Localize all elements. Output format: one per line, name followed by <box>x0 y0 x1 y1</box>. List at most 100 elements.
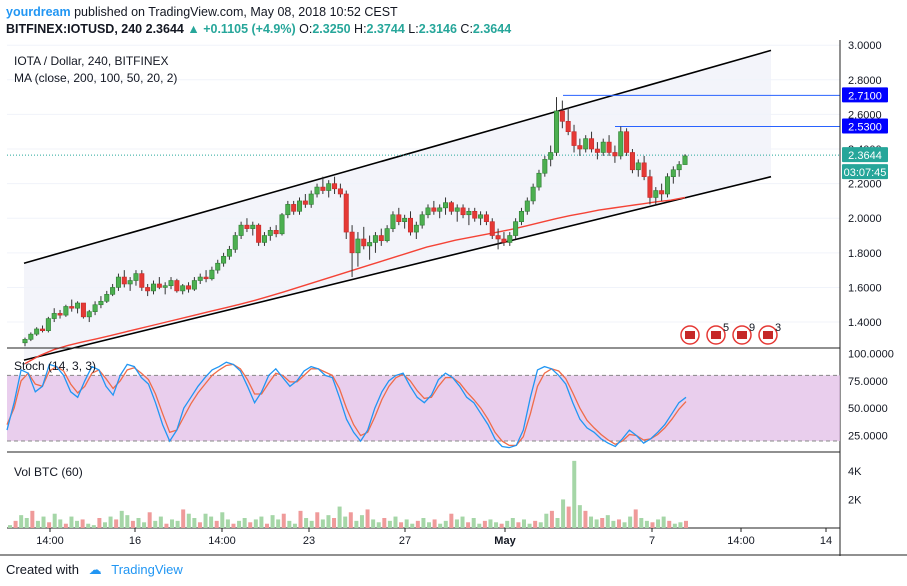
candle-body[interactable] <box>682 155 688 165</box>
volume-bar[interactable] <box>488 519 493 528</box>
volume-bar[interactable] <box>52 513 57 528</box>
candle-body[interactable] <box>221 255 227 264</box>
volume-bar[interactable] <box>594 519 599 528</box>
candle-body[interactable] <box>554 110 560 153</box>
volume-bar[interactable] <box>47 522 52 528</box>
volume-bar[interactable] <box>237 520 242 528</box>
volume-bar[interactable] <box>482 520 487 528</box>
candle-body[interactable] <box>437 207 443 212</box>
volume-bar[interactable] <box>259 516 264 528</box>
volume-bar[interactable] <box>415 520 420 528</box>
volume-bar[interactable] <box>220 512 225 528</box>
candle-body[interactable] <box>466 211 472 216</box>
candle-body[interactable] <box>127 280 133 285</box>
candle-body[interactable] <box>571 131 577 146</box>
volume-bar[interactable] <box>19 515 24 528</box>
volume-bar[interactable] <box>577 505 582 528</box>
candle-body[interactable] <box>215 262 221 271</box>
volume-bar[interactable] <box>343 516 348 528</box>
candle-body[interactable] <box>413 224 419 233</box>
candle-body[interactable] <box>530 186 536 202</box>
volume-bar[interactable] <box>678 522 683 528</box>
volume-bar[interactable] <box>209 516 214 528</box>
candle-body[interactable] <box>256 224 262 243</box>
candle-body[interactable] <box>326 183 332 191</box>
candle-body[interactable] <box>69 306 75 309</box>
volume-bar[interactable] <box>130 520 135 528</box>
stoch-k-line[interactable] <box>6 361 687 449</box>
volume-bar[interactable] <box>197 522 202 528</box>
candle-body[interactable] <box>443 202 449 209</box>
candle-body[interactable] <box>565 121 571 133</box>
candle-body[interactable] <box>594 148 600 153</box>
volume-bar[interactable] <box>203 513 208 528</box>
author-link[interactable]: yourdream <box>6 5 71 19</box>
candle-body[interactable] <box>238 224 244 236</box>
tradingview-cloud-icon[interactable]: ☁ <box>88 562 102 577</box>
candle-body[interactable] <box>273 230 279 235</box>
volume-bar[interactable] <box>69 516 74 528</box>
volume-bar[interactable] <box>158 516 163 528</box>
volume-bar[interactable] <box>622 522 627 528</box>
candle-body[interactable] <box>524 200 530 212</box>
stoch-d-line[interactable] <box>6 363 687 447</box>
chart-area[interactable]: IOTA / Dollar, 240, BITFINEX MA (close, 2… <box>0 40 907 556</box>
volume-bar[interactable] <box>147 512 152 528</box>
volume-bar[interactable] <box>427 522 432 528</box>
price-tag[interactable] <box>842 87 888 103</box>
candle-body[interactable] <box>63 306 69 316</box>
candle-body[interactable] <box>676 164 682 171</box>
volume-bar[interactable] <box>80 519 85 528</box>
volume-bar[interactable] <box>382 518 387 528</box>
volume-bar[interactable] <box>466 522 471 528</box>
volume-bar[interactable] <box>561 499 566 528</box>
volume-bar[interactable] <box>248 522 253 528</box>
candle-body[interactable] <box>302 200 308 205</box>
volume-bar[interactable] <box>600 518 605 528</box>
candle-body[interactable] <box>57 313 63 316</box>
candle-body[interactable] <box>80 302 86 318</box>
candle-body[interactable] <box>384 228 390 242</box>
candle-body[interactable] <box>600 141 606 153</box>
volume-bar[interactable] <box>421 518 426 528</box>
volume-bar[interactable] <box>13 520 18 528</box>
candle-body[interactable] <box>419 214 425 226</box>
candle-body[interactable] <box>367 242 373 247</box>
volume-bar[interactable] <box>97 518 102 528</box>
candle-body[interactable] <box>653 190 659 198</box>
candle-body[interactable] <box>589 138 595 150</box>
volume-bar[interactable] <box>35 520 40 528</box>
candle-body[interactable] <box>320 186 326 191</box>
volume-bar[interactable] <box>510 518 515 528</box>
candle-body[interactable] <box>203 276 209 280</box>
volume-bar[interactable] <box>75 520 80 528</box>
volume-bar[interactable] <box>276 519 281 528</box>
volume-bar[interactable] <box>516 522 521 528</box>
volume-bar[interactable] <box>667 520 672 528</box>
volume-bar[interactable] <box>404 519 409 528</box>
volume-bar[interactable] <box>572 460 577 528</box>
volume-bar[interactable] <box>521 519 526 528</box>
volume-bar[interactable] <box>270 515 275 528</box>
volume-bar[interactable] <box>432 519 437 528</box>
volume-bar[interactable] <box>499 523 504 528</box>
candle-body[interactable] <box>402 217 408 222</box>
volume-bar[interactable] <box>304 518 309 528</box>
candle-body[interactable] <box>559 110 565 122</box>
candle-body[interactable] <box>22 339 28 344</box>
candle-body[interactable] <box>314 186 320 195</box>
volume-bar[interactable] <box>281 513 286 528</box>
candle-body[interactable] <box>624 131 630 153</box>
volume-bar[interactable] <box>264 523 269 528</box>
candle-body[interactable] <box>460 207 466 216</box>
volume-bar[interactable] <box>443 520 448 528</box>
volume-bar[interactable] <box>376 522 381 528</box>
candle-body[interactable] <box>641 162 647 177</box>
candle-body[interactable] <box>250 224 256 229</box>
volume-bar[interactable] <box>538 522 543 528</box>
volume-bar[interactable] <box>337 506 342 528</box>
volume-bar[interactable] <box>326 515 331 528</box>
candle-body[interactable] <box>513 221 519 236</box>
volume-bar[interactable] <box>320 519 325 528</box>
candle-body[interactable] <box>110 287 116 295</box>
